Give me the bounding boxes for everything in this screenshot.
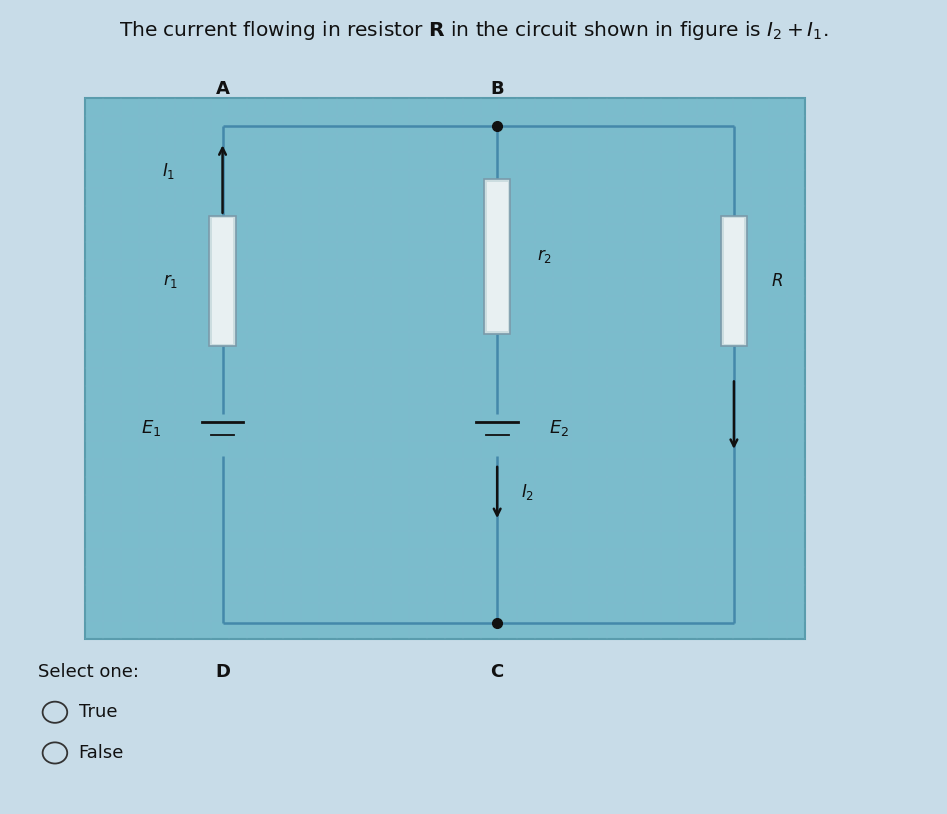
Bar [212,218,233,344]
Text: D: D [215,663,230,681]
Bar [85,98,805,639]
Bar [209,216,236,346]
Bar [487,182,508,331]
Text: False: False [79,744,124,762]
Text: $E_1$: $E_1$ [141,418,161,438]
Text: C: C [491,663,504,681]
Text: $E_2$: $E_2$ [549,418,569,438]
Text: B: B [491,80,504,98]
Text: $r_1$: $r_1$ [163,272,178,290]
Bar [484,179,510,334]
Text: The current flowing in resistor $\mathbf{R}$ in the circuit shown in figure is $: The current flowing in resistor $\mathbf… [118,20,829,42]
Bar [724,218,744,344]
Text: $R$: $R$ [771,272,782,290]
Text: $I_2$: $I_2$ [521,483,534,502]
Text: Select one:: Select one: [38,663,139,681]
Text: $r_2$: $r_2$ [537,247,552,265]
Text: $I_1$: $I_1$ [162,161,175,181]
Text: A: A [216,80,229,98]
Bar [721,216,747,346]
Text: True: True [79,703,117,721]
